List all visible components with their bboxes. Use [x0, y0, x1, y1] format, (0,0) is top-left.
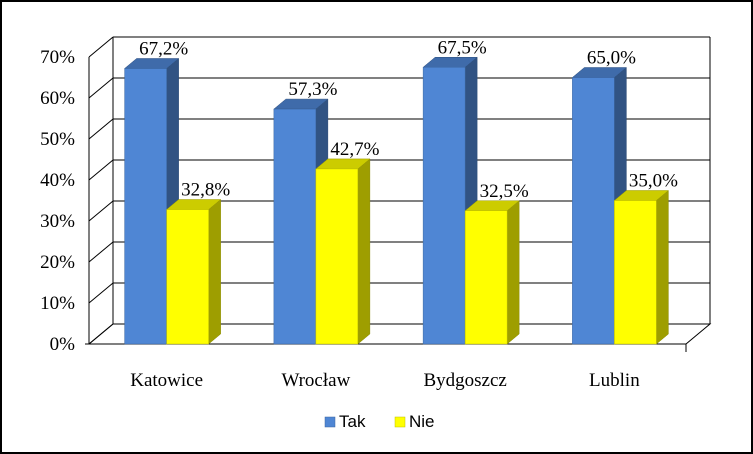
y-tick-label: 60% — [40, 88, 75, 109]
bar-nie-1 — [315, 168, 359, 345]
data-label: 32,8% — [181, 180, 230, 201]
bar-tak-3 — [572, 77, 615, 345]
y-tick-label: 40% — [40, 170, 75, 191]
bar-side-nie — [656, 189, 669, 345]
side-wall-gridline — [88, 282, 114, 304]
x-category-label: Katowice — [130, 370, 203, 391]
data-label: 57,3% — [288, 79, 337, 100]
bar-nie-3 — [614, 200, 657, 345]
y-tick-label: 10% — [40, 293, 75, 314]
x-category-label: Lublin — [589, 370, 640, 391]
bar-side-nie — [506, 200, 520, 345]
y-tick-label: 70% — [40, 47, 75, 68]
y-tick-label: 0% — [50, 334, 76, 355]
data-label: 65,0% — [587, 48, 636, 69]
bar-nie-0 — [166, 209, 209, 345]
bar-tak-1 — [273, 108, 317, 345]
y-tick-label: 20% — [40, 252, 75, 273]
legend-label-nie: Nie — [409, 412, 435, 431]
data-label: 42,7% — [330, 139, 379, 160]
legend-label-tak: Tak — [339, 412, 366, 431]
bar-tak-2 — [422, 67, 466, 345]
bar-side-nie — [357, 158, 371, 345]
y-tick-label: 30% — [40, 211, 75, 232]
legend-swatch-tak — [324, 416, 336, 428]
side-wall-gridline — [88, 159, 114, 181]
data-label: 67,2% — [139, 38, 188, 59]
x-category-label: Bydgoszcz — [423, 370, 506, 391]
data-label: 35,0% — [629, 171, 678, 192]
data-label: 67,5% — [438, 37, 487, 58]
side-wall-gridline — [88, 241, 114, 263]
bar-tak-0 — [124, 68, 167, 345]
bar-side-nie — [208, 198, 221, 345]
y-tick-label: 50% — [40, 129, 75, 150]
side-wall-gridline — [88, 118, 114, 140]
data-label: 32,5% — [480, 181, 529, 202]
side-wall-gridline — [88, 36, 114, 58]
x-category-label: Wrocław — [281, 370, 350, 391]
legend-swatch-nie — [394, 416, 406, 428]
side-wall-gridline — [88, 200, 114, 222]
side-wall-gridline — [88, 77, 114, 99]
bar-nie-2 — [464, 210, 508, 345]
